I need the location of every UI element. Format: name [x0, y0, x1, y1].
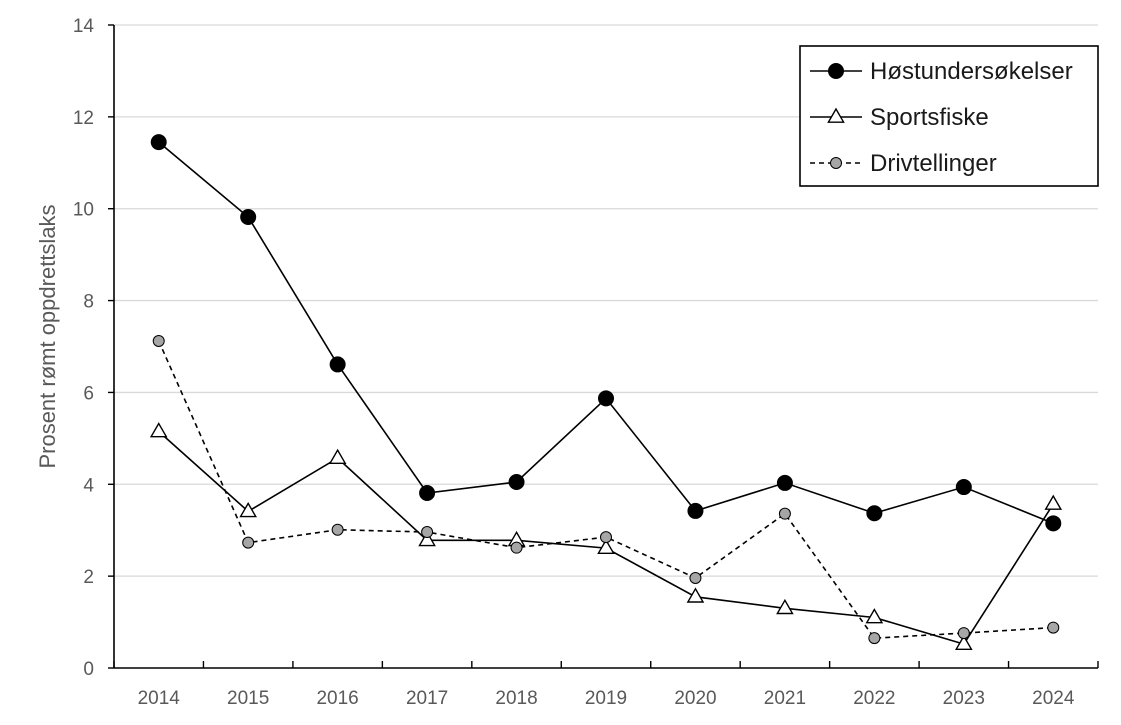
legend-entry: Høstundersøkelser: [810, 58, 1073, 85]
axes: [108, 24, 1099, 669]
data-point-drivtellinger: [152, 334, 165, 347]
series: [149, 134, 1063, 651]
legend-label: Sportsfiske: [870, 104, 989, 131]
data-point-hostundersokelser: [240, 208, 257, 225]
data-point-hostundersokelser: [508, 473, 525, 490]
y-tick-label: 14: [73, 16, 95, 37]
y-tick-label: 10: [73, 200, 94, 221]
data-point-sportsfiske: [865, 608, 884, 624]
legend-label: Høstundersøkelser: [870, 58, 1073, 85]
legend-entry: Drivtellinger: [810, 150, 997, 177]
series-line-drivtellinger: [157, 340, 1054, 639]
legend-marker: [827, 107, 845, 123]
data-point-hostundersokelser: [329, 356, 346, 373]
y-tick-label: 12: [73, 108, 94, 129]
data-point-hostundersokelser: [150, 134, 167, 151]
x-tick-label: 2019: [585, 688, 627, 709]
data-point-sportsfiske: [418, 530, 436, 547]
x-tick-label: 2014: [138, 688, 181, 709]
data-point-sportsfiske: [239, 501, 257, 518]
data-point-drivtellinger: [510, 541, 523, 554]
data-point-sportsfiske: [1044, 494, 1063, 510]
data-point-drivtellinger: [421, 526, 434, 539]
data-point-drivtellinger: [1047, 621, 1060, 634]
data-point-drivtellinger: [242, 536, 255, 549]
data-point-sportsfiske: [686, 587, 705, 603]
x-tick-label: 2016: [316, 688, 358, 709]
data-point-sportsfiske: [597, 538, 615, 555]
data-point-drivtellinger: [600, 531, 612, 544]
data-point-hostundersokelser: [419, 485, 436, 502]
x-tick-label: 2018: [495, 688, 537, 709]
y-axis-title: Prosent rømt oppdrettslaks: [35, 204, 60, 468]
data-point-drivtellinger: [331, 523, 344, 536]
series-sportsfiske: [149, 422, 1063, 651]
legend-marker: [830, 157, 842, 169]
legend-label: Drivtellinger: [870, 150, 997, 177]
data-point-hostundersokelser: [687, 502, 704, 519]
legend: Høstundersøkelser Sportsfiske Drivtellinge…: [799, 45, 1099, 187]
x-tick-label: 2017: [406, 688, 448, 709]
legend-marker: [828, 63, 844, 79]
data-point-drivtellinger: [689, 571, 702, 584]
series-line-hostundersokelser: [158, 141, 1054, 525]
x-tick-label: 2024: [1032, 688, 1075, 709]
tick-labels: 0 2 4 6 8 10 12 14 2014 2015 2016 2017 2018 2019 2020 2…: [73, 16, 1075, 709]
data-point-hostundersokelser: [1045, 515, 1062, 532]
data-point-drivtellinger: [957, 627, 970, 640]
data-point-drivtellinger: [868, 632, 881, 645]
y-tick-label: 4: [83, 475, 94, 496]
y-tick-label: 8: [83, 292, 94, 313]
x-tick-label: 2015: [227, 688, 269, 709]
data-point-sportsfiske: [776, 598, 794, 615]
series-hostundersokelser: [150, 134, 1062, 532]
y-tick-label: 2: [83, 567, 94, 588]
data-point-hostundersokelser: [776, 474, 793, 491]
data-point-drivtellinger: [778, 507, 791, 520]
series-drivtellinger: [152, 334, 1060, 645]
data-point-sportsfiske: [149, 422, 168, 438]
data-point-hostundersokelser: [598, 390, 614, 407]
data-point-hostundersokelser: [955, 479, 972, 496]
legend-entry: Sportsfiske: [810, 104, 989, 131]
y-tick-label: 6: [83, 383, 94, 404]
x-tick-label: 2021: [764, 688, 806, 709]
x-tick-label: 2023: [943, 688, 985, 709]
y-tick-label: 0: [83, 659, 94, 680]
data-point-sportsfiske: [328, 448, 347, 465]
x-tick-label: 2022: [853, 688, 895, 709]
data-point-hostundersokelser: [866, 505, 883, 522]
x-tick-label: 2020: [674, 688, 716, 709]
data-point-sportsfiske: [955, 634, 973, 651]
